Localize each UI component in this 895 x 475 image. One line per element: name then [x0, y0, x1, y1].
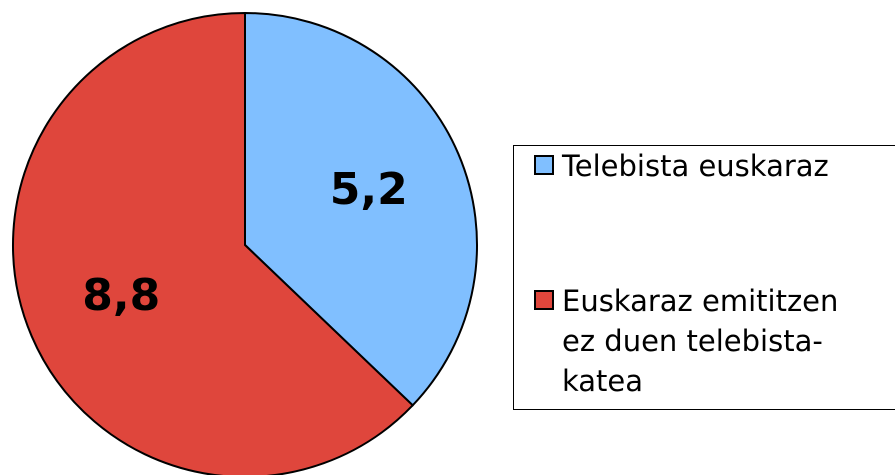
legend-swatch — [534, 290, 554, 310]
pie-slice — [244, 11, 478, 407]
legend-label: Euskaraz emititzen ez duen telebista-kat… — [562, 284, 839, 398]
legend-label: Telebista euskaraz — [562, 149, 829, 183]
legend: Telebista euskaraz Euskaraz emititzen ez … — [513, 145, 895, 410]
legend-entry: Euskaraz emititzen ez duen telebista-kat… — [534, 281, 872, 401]
pie-slice — [12, 11, 415, 475]
legend-entry: Telebista euskaraz — [534, 146, 872, 186]
legend-swatch — [534, 155, 554, 175]
value-label: 5,2 — [330, 164, 408, 215]
value-label: 8,8 — [82, 270, 160, 321]
